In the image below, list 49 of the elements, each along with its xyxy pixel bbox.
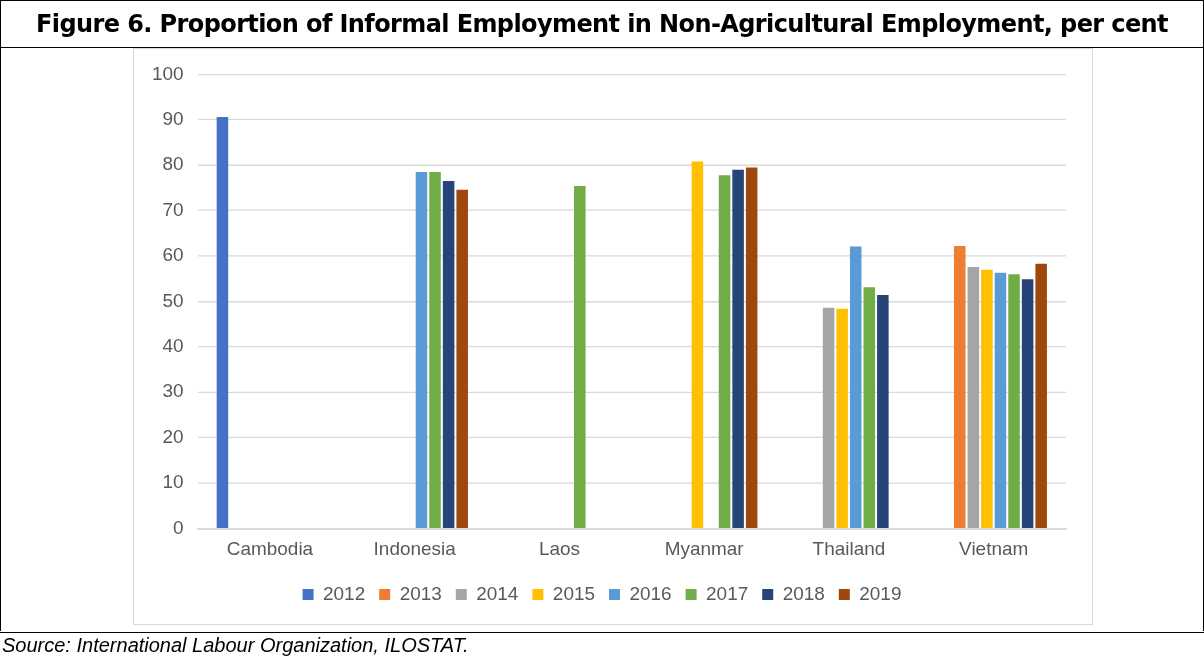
bar [456,189,468,528]
legend-label: 2014 [476,582,519,604]
bar [1008,274,1020,528]
chart-title: Figure 6. Proportion of Informal Employment in Non-Agricultural Employment, per cent [0,0,1204,48]
bar [1021,279,1034,528]
bar [429,171,441,528]
y-tick-label: 10 [162,471,184,493]
bar [849,246,862,528]
legend-label: 2017 [706,582,749,604]
bar [877,295,889,528]
bar [415,171,428,528]
y-tick-label: 80 [162,153,184,175]
y-tick-label: 30 [162,380,184,402]
legend-label: 2015 [552,582,596,604]
x-tick-label: Thailand [812,538,886,560]
x-tick-label: Myanmar [664,538,744,560]
legend-label: 2019 [859,582,902,604]
bar [442,181,455,528]
y-tick-label: 70 [162,198,184,220]
x-tick-label: Indonesia [373,538,457,560]
bar [994,272,1007,528]
x-tick-label: Vietnam [959,538,1029,560]
y-tick-label: 50 [162,289,184,311]
legend-label: 2018 [782,582,825,604]
x-tick-label: Laos [538,538,580,560]
bar [836,308,848,528]
y-tick-label: 100 [151,62,184,84]
bar [981,269,993,528]
x-tick-label: Cambodia [226,538,314,560]
bar [216,117,229,528]
bar [863,287,876,528]
legend-label: 2016 [629,582,672,604]
bar [953,246,966,528]
source-note: Source: International Labour Organization, ILOSTAT. [0,632,1204,656]
bar [822,307,835,528]
y-tick-label: 60 [162,244,184,266]
bar [574,186,586,528]
y-tick-label: 90 [162,107,184,129]
bar [718,175,731,528]
bar [1035,263,1047,528]
y-tick-label: 0 [173,516,184,538]
legend-label: 2013 [399,582,442,604]
bar [691,161,704,528]
y-tick-label: 40 [162,335,184,357]
bar [745,167,758,528]
bar [732,169,744,528]
bar [967,266,980,528]
y-tick-label: 20 [162,425,184,447]
legend-label: 2012 [323,582,366,604]
